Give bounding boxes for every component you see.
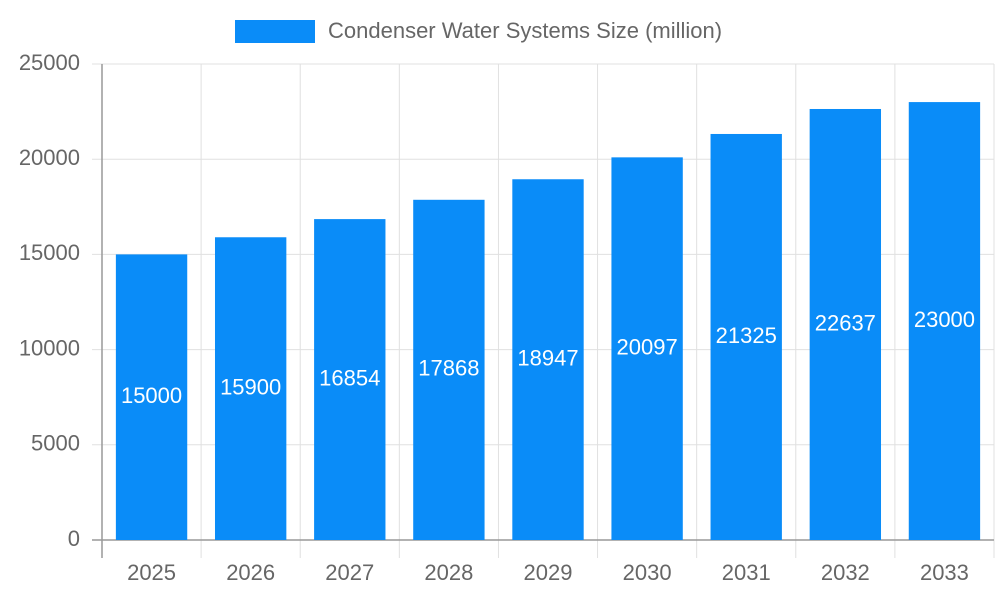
bar — [512, 179, 584, 540]
bar — [115, 254, 188, 540]
bar — [710, 133, 782, 541]
legend-swatch — [235, 20, 315, 43]
x-tick-label: 2031 — [722, 560, 771, 585]
y-tick-label: 25000 — [19, 50, 80, 75]
bar — [809, 108, 882, 541]
value-label: 21325 — [716, 323, 777, 348]
x-tick-label: 2030 — [623, 560, 672, 585]
x-tick-label: 2027 — [325, 560, 374, 585]
x-tick-label: 2033 — [920, 560, 969, 585]
y-tick-label: 20000 — [19, 145, 80, 170]
bar — [314, 219, 386, 540]
x-tick-label: 2029 — [524, 560, 573, 585]
y-tick-label: 10000 — [19, 335, 80, 360]
value-label: 15900 — [220, 374, 281, 399]
bar — [611, 157, 683, 540]
y-tick-label: 5000 — [31, 431, 80, 456]
value-label: 22637 — [815, 310, 876, 335]
legend-label: Condenser Water Systems Size (million) — [328, 18, 722, 43]
x-tick-label: 2032 — [821, 560, 870, 585]
x-tick-label: 2026 — [226, 560, 275, 585]
value-label: 23000 — [914, 307, 975, 332]
value-label: 16854 — [319, 365, 380, 390]
value-label: 20097 — [617, 334, 678, 359]
bar — [413, 199, 485, 540]
bar — [214, 237, 287, 540]
x-tick-label: 2028 — [424, 560, 473, 585]
value-label: 18947 — [517, 345, 578, 370]
value-label: 15000 — [121, 383, 182, 408]
y-tick-label: 0 — [68, 526, 80, 551]
y-tick-label: 15000 — [19, 240, 80, 265]
value-label: 17868 — [418, 356, 479, 381]
x-tick-label: 2025 — [127, 560, 176, 585]
bar — [908, 102, 981, 540]
